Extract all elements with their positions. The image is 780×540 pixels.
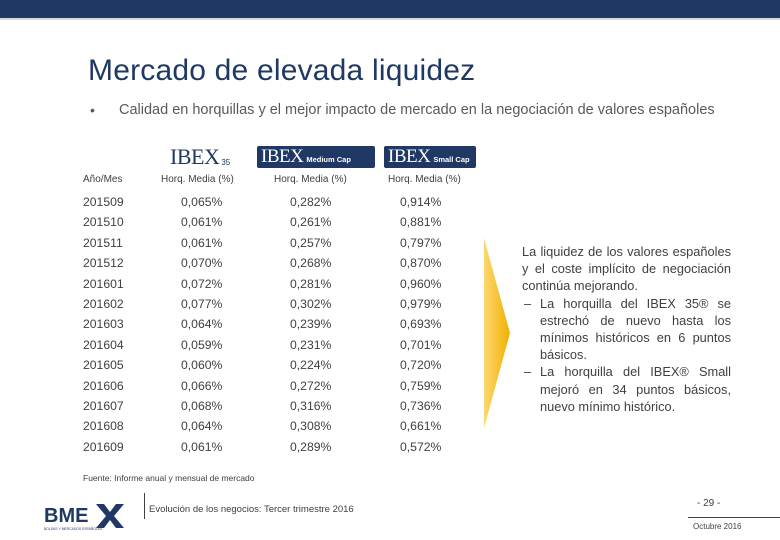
period-cell: 201605 bbox=[83, 358, 124, 373]
medium-cap-spread-cell: 0,257% bbox=[290, 235, 332, 250]
bme-logo-tagline: BOLSAS Y MERCADOS ESPAÑOLES bbox=[44, 526, 103, 531]
ibex35-spread-cell: 0,065% bbox=[181, 195, 223, 209]
chevron-right-arrow-icon bbox=[484, 238, 510, 428]
period-cell: 201602 bbox=[83, 296, 124, 311]
period-cell: 201603 bbox=[83, 317, 124, 332]
page-number-underline bbox=[688, 517, 780, 518]
small-cap-spread-column: 0,914% 0,881% 0,797% 0,870% 0,960% 0,979… bbox=[400, 192, 441, 457]
small-cap-spread-cell: 0,914% bbox=[400, 195, 442, 209]
medium-cap-spread-cell: 0,282% bbox=[290, 195, 332, 209]
medium-cap-spread-cell: 0,272% bbox=[290, 378, 332, 393]
commentary-intro: La liquidez de los valores españoles y e… bbox=[522, 244, 731, 294]
period-column: 201509 201510 201511 201512 201601 20160… bbox=[83, 192, 124, 457]
column-header-ibex35: Horq. Media (%) bbox=[161, 174, 234, 185]
ibex-medium-cap-logo: IBEX Medium Cap bbox=[257, 146, 375, 168]
period-cell: 201608 bbox=[83, 419, 124, 434]
ibex-small-cap-logo: IBEX Small Cap bbox=[384, 146, 476, 168]
bullet-icon: • bbox=[90, 102, 95, 118]
ibex35-spread-cell: 0,061% bbox=[181, 215, 223, 230]
small-cap-spread-cell: 0,701% bbox=[400, 337, 442, 352]
ibex-small-cap-logo-suffix: Small Cap bbox=[433, 155, 470, 164]
dash-icon: – bbox=[524, 364, 532, 380]
source-note: Fuente: Informe anual y mensual de merca… bbox=[83, 473, 255, 483]
commentary-box: La liquidez de los valores españoles y e… bbox=[522, 243, 731, 415]
medium-cap-spread-cell: 0,289% bbox=[290, 439, 332, 454]
period-cell: 201604 bbox=[83, 337, 124, 352]
small-cap-spread-cell: 0,960% bbox=[400, 276, 442, 291]
medium-cap-spread-cell: 0,239% bbox=[290, 317, 332, 332]
medium-cap-spread-cell: 0,261% bbox=[290, 215, 332, 230]
small-cap-spread-cell: 0,720% bbox=[400, 358, 442, 373]
ibex35-spread-cell: 0,060% bbox=[181, 358, 223, 373]
bme-logo: BME BOLSAS Y MERCADOS ESPAÑOLES bbox=[44, 504, 124, 531]
top-divider bbox=[0, 18, 780, 20]
commentary-item: – La horquilla del IBEX® Small mejoró en… bbox=[522, 363, 731, 415]
ibex35-spread-cell: 0,072% bbox=[181, 276, 223, 291]
medium-cap-spread-cell: 0,316% bbox=[290, 398, 332, 413]
footer-date: Octubre 2016 bbox=[693, 522, 742, 531]
top-banner bbox=[0, 0, 780, 18]
column-header-medium-cap: Horq. Media (%) bbox=[274, 174, 347, 185]
period-cell: 201607 bbox=[83, 398, 124, 413]
ibex35-spread-cell: 0,064% bbox=[181, 419, 223, 434]
ibex35-spread-cell: 0,077% bbox=[181, 296, 223, 311]
ibex-medium-cap-logo-brand: IBEX bbox=[261, 146, 304, 167]
period-cell: 201609 bbox=[83, 439, 124, 454]
ibex35-spread-cell: 0,061% bbox=[181, 439, 223, 454]
small-cap-spread-cell: 0,881% bbox=[400, 215, 442, 230]
ibex35-spread-cell: 0,059% bbox=[181, 337, 223, 352]
small-cap-spread-cell: 0,736% bbox=[400, 398, 442, 413]
ibex-small-cap-logo-brand: IBEX bbox=[388, 146, 431, 167]
dash-icon: – bbox=[524, 295, 532, 311]
period-cell: 201512 bbox=[83, 256, 124, 271]
medium-cap-spread-column: 0,282% 0,261% 0,257% 0,268% 0,281% 0,302… bbox=[290, 192, 331, 457]
medium-cap-spread-cell: 0,281% bbox=[290, 276, 332, 291]
small-cap-spread-cell: 0,693% bbox=[400, 317, 442, 332]
column-header-small-cap: Horq. Media (%) bbox=[388, 174, 461, 185]
slide-title: Mercado de elevada liquidez bbox=[88, 54, 476, 87]
ibex-medium-cap-logo-suffix: Medium Cap bbox=[306, 155, 351, 164]
slide-bullet: Calidad en horquillas y el mejor impacto… bbox=[119, 102, 715, 118]
small-cap-spread-cell: 0,797% bbox=[400, 235, 442, 250]
ibex35-logo-brand: IBEX bbox=[170, 144, 220, 169]
page-number: - 29 - bbox=[697, 498, 721, 509]
period-cell: 201601 bbox=[83, 276, 124, 291]
ibex35-spread-cell: 0,068% bbox=[181, 398, 223, 413]
period-cell: 201511 bbox=[83, 235, 123, 250]
commentary-item: – La horquilla del IBEX 35® se estrechó … bbox=[522, 295, 731, 364]
period-cell: 201606 bbox=[83, 378, 124, 393]
column-header-period: Año/Mes bbox=[83, 174, 123, 185]
medium-cap-spread-cell: 0,308% bbox=[290, 419, 332, 434]
medium-cap-spread-cell: 0,302% bbox=[290, 296, 332, 311]
footer-title: Evolución de los negocios: Tercer trimes… bbox=[149, 504, 354, 515]
ibex35-logo-suffix: 35 bbox=[221, 157, 231, 167]
ibex35-spread-column: 0,065% 0,061% 0,061% 0,070% 0,072% 0,077… bbox=[181, 192, 222, 457]
bme-logo-text: BME bbox=[44, 505, 88, 527]
commentary-item-text: La horquilla del IBEX® Small mejoró en 3… bbox=[540, 364, 731, 414]
commentary-item-text: La horquilla del IBEX 35® se estrechó de… bbox=[540, 295, 731, 363]
small-cap-spread-cell: 0,979% bbox=[400, 296, 442, 311]
ibex35-spread-cell: 0,070% bbox=[181, 256, 223, 271]
ibex35-spread-cell: 0,061% bbox=[181, 235, 223, 250]
medium-cap-spread-cell: 0,231% bbox=[290, 337, 332, 352]
medium-cap-spread-cell: 0,268% bbox=[290, 256, 332, 271]
ibex35-spread-cell: 0,064% bbox=[181, 317, 223, 332]
small-cap-spread-cell: 0,759% bbox=[400, 378, 442, 393]
period-cell: 201509 bbox=[83, 195, 124, 209]
small-cap-spread-cell: 0,572% bbox=[400, 439, 442, 454]
ibex35-logo: IBEX 35 bbox=[170, 144, 235, 169]
ibex35-spread-cell: 0,066% bbox=[181, 378, 223, 393]
medium-cap-spread-cell: 0,224% bbox=[290, 358, 332, 373]
period-cell: 201510 bbox=[83, 215, 124, 230]
footer-divider bbox=[144, 493, 145, 519]
small-cap-spread-cell: 0,661% bbox=[400, 419, 442, 434]
small-cap-spread-cell: 0,870% bbox=[400, 256, 442, 271]
